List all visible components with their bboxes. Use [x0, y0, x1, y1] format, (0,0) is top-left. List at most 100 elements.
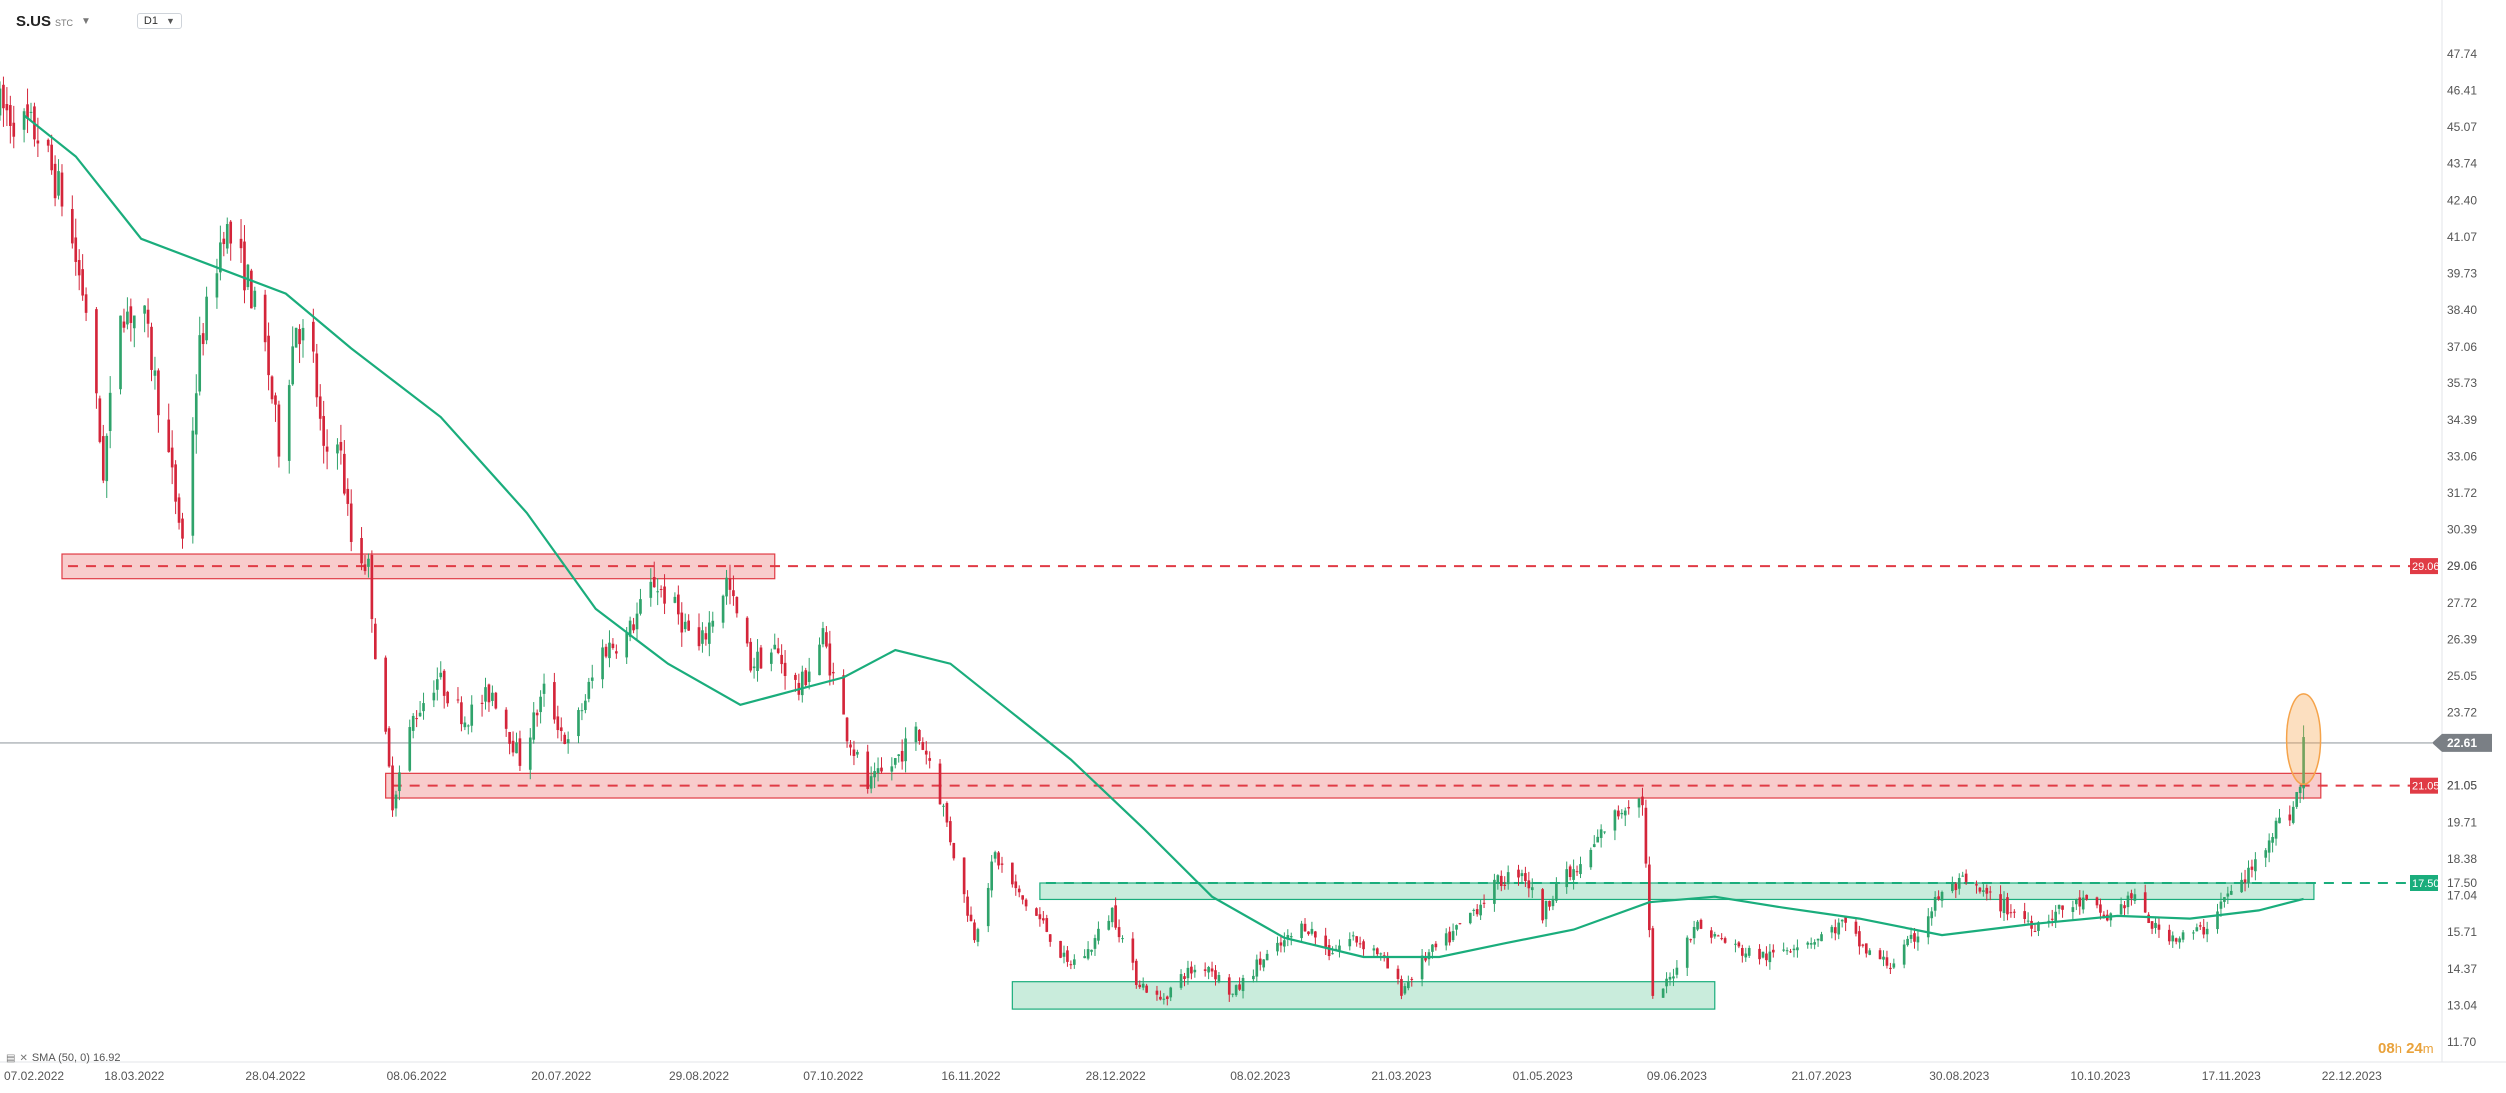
candle[interactable]: [601, 639, 604, 689]
candle[interactable]: [1685, 935, 1689, 976]
candle[interactable]: [535, 709, 539, 727]
candle[interactable]: [2054, 905, 2057, 929]
candle[interactable]: [1138, 980, 1142, 989]
candle[interactable]: [2240, 872, 2243, 893]
candle[interactable]: [1214, 965, 1217, 986]
candle[interactable]: [711, 611, 715, 633]
candle[interactable]: [1961, 871, 1965, 877]
highlight-ellipse[interactable]: [2285, 693, 2322, 786]
candle[interactable]: [1011, 862, 1014, 888]
candle[interactable]: [1885, 950, 1889, 969]
candle[interactable]: [1575, 865, 1579, 876]
candle[interactable]: [866, 744, 870, 794]
candle[interactable]: [277, 400, 281, 468]
candle[interactable]: [1603, 831, 1606, 835]
candle[interactable]: [1844, 915, 1847, 932]
candle[interactable]: [46, 138, 50, 153]
candle[interactable]: [1555, 877, 1558, 903]
symbol-label[interactable]: S.US: [16, 12, 52, 30]
candle[interactable]: [101, 424, 105, 484]
candle[interactable]: [418, 701, 422, 717]
candle[interactable]: [1930, 907, 1934, 926]
caret-down-icon[interactable]: ▼: [81, 15, 91, 27]
candle[interactable]: [219, 225, 222, 281]
candle[interactable]: [566, 731, 570, 754]
candle[interactable]: [50, 134, 53, 175]
candle[interactable]: [456, 687, 460, 704]
candle[interactable]: [394, 790, 398, 817]
candle[interactable]: [869, 766, 873, 794]
candle[interactable]: [890, 757, 894, 781]
candle[interactable]: [384, 655, 387, 735]
candle[interactable]: [1620, 809, 1624, 819]
candle[interactable]: [1351, 931, 1355, 941]
candle[interactable]: [845, 716, 849, 748]
candle[interactable]: [2047, 914, 2051, 928]
candle[interactable]: [721, 594, 725, 629]
candle[interactable]: [143, 305, 146, 333]
candle[interactable]: [1110, 907, 1114, 928]
candle[interactable]: [318, 384, 322, 431]
candle[interactable]: [1444, 928, 1448, 951]
candle[interactable]: [1768, 943, 1772, 970]
candle[interactable]: [1889, 962, 1892, 975]
candle[interactable]: [794, 672, 797, 692]
candle[interactable]: [1716, 934, 1720, 937]
candle[interactable]: [1258, 951, 1262, 971]
candle[interactable]: [2178, 936, 2181, 949]
candle[interactable]: [363, 555, 367, 575]
candle[interactable]: [1042, 911, 1045, 924]
candle[interactable]: [1066, 946, 1069, 967]
candle[interactable]: [1362, 939, 1365, 956]
candle[interactable]: [432, 680, 436, 708]
candle[interactable]: [205, 286, 208, 345]
candle[interactable]: [515, 732, 518, 754]
candle[interactable]: [1813, 939, 1816, 950]
candle[interactable]: [680, 602, 684, 647]
candle[interactable]: [1651, 925, 1655, 999]
candle[interactable]: [2085, 894, 2088, 901]
candle[interactable]: [398, 765, 401, 801]
candle[interactable]: [656, 578, 660, 606]
candle[interactable]: [12, 105, 16, 149]
candle[interactable]: [5, 87, 9, 127]
candle[interactable]: [2243, 869, 2247, 892]
candle[interactable]: [1227, 973, 1231, 1002]
candle[interactable]: [1203, 962, 1207, 977]
candle[interactable]: [942, 803, 945, 817]
candle[interactable]: [1338, 939, 1341, 958]
candle[interactable]: [81, 254, 84, 301]
candle[interactable]: [435, 667, 439, 701]
candle[interactable]: [2026, 912, 2030, 924]
candle[interactable]: [769, 648, 773, 672]
candle[interactable]: [1021, 895, 1024, 905]
candle[interactable]: [263, 289, 267, 352]
candle[interactable]: [291, 326, 295, 386]
candle[interactable]: [1988, 886, 1992, 901]
candle[interactable]: [2078, 890, 2082, 915]
sma-line[interactable]: [23, 114, 2304, 959]
candle[interactable]: [508, 731, 511, 755]
candle[interactable]: [732, 575, 735, 606]
candle[interactable]: [1210, 961, 1214, 977]
candle[interactable]: [1517, 864, 1520, 886]
candle[interactable]: [1758, 944, 1761, 965]
candle[interactable]: [119, 315, 122, 395]
candle[interactable]: [2013, 909, 2016, 919]
candle[interactable]: [976, 927, 980, 947]
candle[interactable]: [542, 673, 546, 707]
candle[interactable]: [174, 460, 177, 515]
candle[interactable]: [1072, 954, 1076, 969]
candle[interactable]: [0, 81, 2, 121]
candle[interactable]: [2081, 890, 2085, 914]
candle[interactable]: [800, 665, 804, 703]
candle[interactable]: [1117, 919, 1121, 943]
candle[interactable]: [274, 392, 277, 422]
candle[interactable]: [708, 611, 711, 657]
candle[interactable]: [904, 727, 907, 773]
candle[interactable]: [298, 324, 301, 364]
candle[interactable]: [2030, 915, 2033, 937]
candle[interactable]: [528, 728, 532, 780]
candle[interactable]: [1520, 869, 1524, 885]
candle[interactable]: [897, 754, 901, 763]
